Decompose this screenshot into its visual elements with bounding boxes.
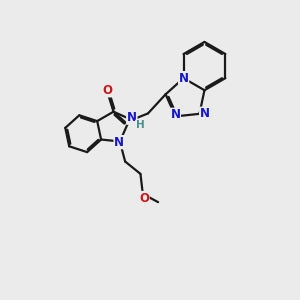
Text: N: N xyxy=(200,107,210,120)
Text: N: N xyxy=(178,72,189,85)
Text: N: N xyxy=(200,107,210,120)
Text: O: O xyxy=(103,84,112,97)
Text: N: N xyxy=(127,111,137,124)
Text: N: N xyxy=(114,136,124,148)
Text: O: O xyxy=(139,191,149,205)
Text: O: O xyxy=(139,191,149,205)
Text: N: N xyxy=(114,136,124,148)
Text: N: N xyxy=(127,111,137,124)
Text: N: N xyxy=(170,108,180,122)
Text: H: H xyxy=(136,120,144,130)
Text: O: O xyxy=(103,84,112,97)
Text: H: H xyxy=(136,120,144,130)
Text: N: N xyxy=(170,108,180,122)
Text: N: N xyxy=(178,72,189,85)
